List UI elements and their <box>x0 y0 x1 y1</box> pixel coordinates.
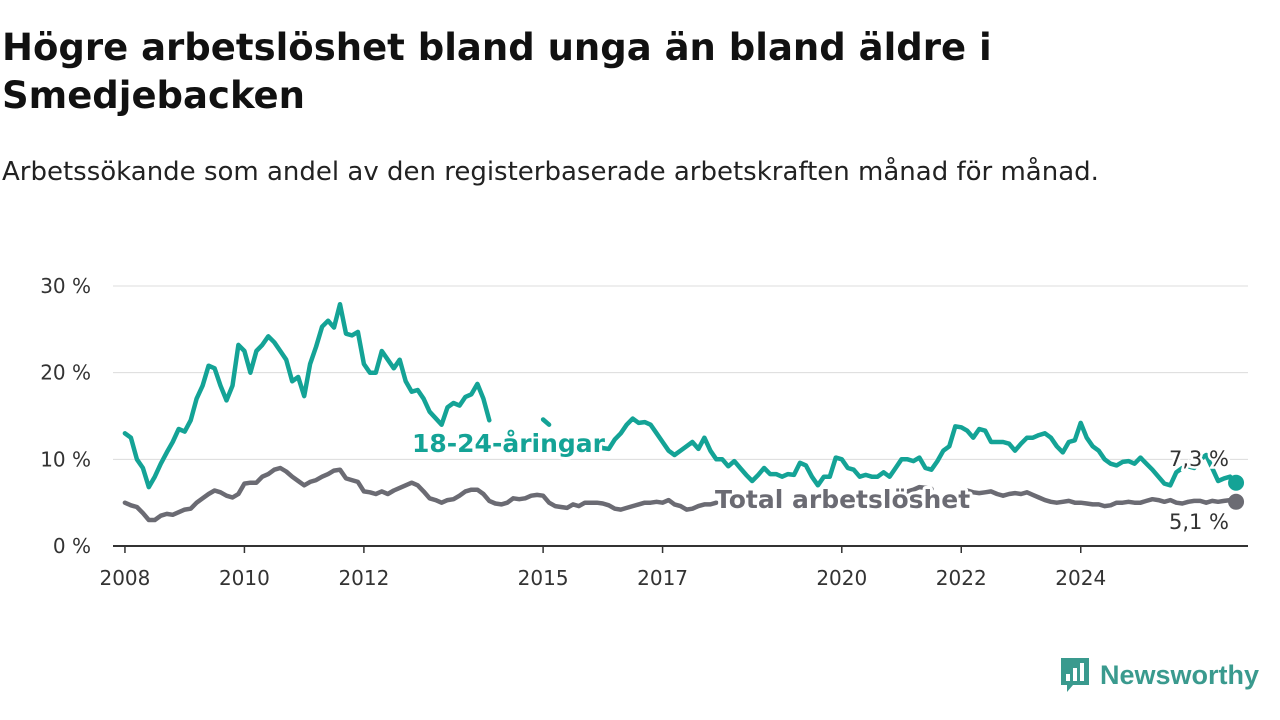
series-line-youth <box>588 416 1239 488</box>
y-tick-label: 20 % <box>40 361 91 385</box>
end-label-youth: 7,3 % <box>1169 447 1229 471</box>
end-point-youth <box>1228 474 1245 491</box>
newsworthy-logo-icon <box>1061 658 1089 692</box>
series-line-youth <box>540 417 552 427</box>
y-tick-label: 0 % <box>53 534 91 558</box>
series-label-youth: 18-24-åringar <box>412 429 606 458</box>
x-tick-label: 2015 <box>518 566 569 590</box>
chart-title: Högre arbetslöshet bland unga än bland ä… <box>2 26 992 117</box>
end-label-total: 5,1 % <box>1169 510 1229 534</box>
x-tick-label: 2010 <box>219 566 270 590</box>
y-tick-label: 30 % <box>40 274 91 298</box>
series-line-total <box>899 484 934 497</box>
series-line-total <box>959 487 1239 509</box>
end-point-total <box>1228 493 1245 510</box>
x-tick-label: 2024 <box>1055 566 1106 590</box>
brand-logo: Newsworthy <box>1058 655 1259 695</box>
x-tick-label: 2020 <box>816 566 867 590</box>
series-line-total <box>122 465 719 523</box>
chart-subtitle: Arbetssökande som andel av den registerb… <box>2 157 1099 187</box>
y-tick-label: 10 % <box>40 447 91 471</box>
x-tick-label: 2008 <box>99 566 150 590</box>
x-tick-label: 2012 <box>338 566 389 590</box>
x-tick-label: 2022 <box>936 566 987 590</box>
brand-name: Newsworthy <box>1100 659 1260 690</box>
series-label-total: Total arbetslöshet <box>715 485 970 514</box>
x-tick-label: 2017 <box>637 566 688 590</box>
series-line-youth <box>122 301 492 490</box>
